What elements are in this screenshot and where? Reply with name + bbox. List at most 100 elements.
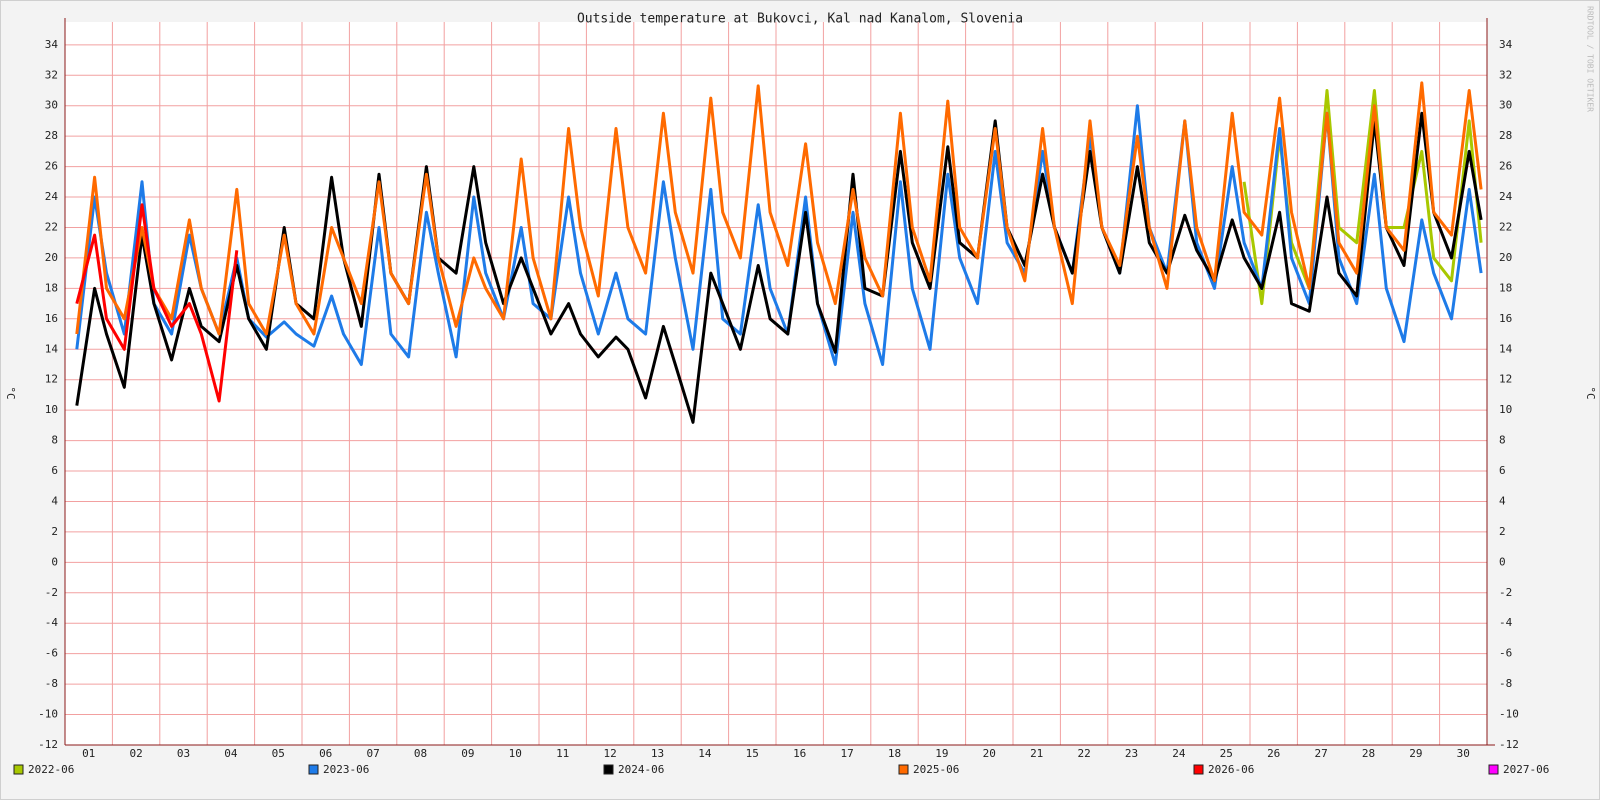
legend-swatch: [13, 764, 24, 775]
x-tick-label: 04: [224, 747, 238, 760]
x-tick-label: 10: [509, 747, 522, 760]
y-tick-label-right: 6: [1499, 464, 1506, 477]
x-tick-label: 28: [1362, 747, 1375, 760]
x-tick-label: 11: [556, 747, 569, 760]
x-tick-label: 17: [840, 747, 853, 760]
y-tick-label: 32: [45, 68, 58, 81]
y-tick-label: 10: [45, 403, 58, 416]
legend-label: 2025-06: [913, 763, 959, 776]
x-tick-label: 09: [461, 747, 474, 760]
x-tick-label: 12: [603, 747, 616, 760]
y-axis-label: °C: [4, 386, 17, 399]
y-tick-label: 12: [45, 373, 58, 386]
y-tick-label: 30: [45, 99, 58, 112]
x-tick-label: 02: [129, 747, 142, 760]
y-tick-label-right: 28: [1499, 129, 1512, 142]
watermark: RRDTOOL / TOBI OETIKER: [1586, 6, 1595, 112]
x-tick-label: 23: [1125, 747, 1138, 760]
legend-swatch: [1488, 764, 1499, 775]
y-tick-label-right: 34: [1499, 38, 1513, 51]
legend-swatch: [1193, 764, 1204, 775]
y-tick-label: 8: [51, 434, 58, 447]
y-tick-label-right: -6: [1499, 647, 1512, 660]
x-tick-label: 01: [82, 747, 95, 760]
series-line: [75, 81, 1483, 336]
y-tick-label-right: 18: [1499, 281, 1512, 294]
y-tick-label-right: 8: [1499, 434, 1506, 447]
y-tick-label-right: 0: [1499, 555, 1506, 568]
series-line: [75, 203, 239, 403]
series-line: [75, 104, 1483, 366]
legend-label: 2023-06: [323, 763, 369, 776]
x-tick-label: 25: [1220, 747, 1233, 760]
y-tick-label: -12: [38, 738, 58, 751]
x-tick-label: 06: [319, 747, 332, 760]
y-tick-label-right: 24: [1499, 190, 1513, 203]
chart-title: Outside temperature at Bukovci, Kal nad …: [577, 12, 1023, 27]
y-tick-label: 22: [45, 220, 58, 233]
y-tick-label: 6: [51, 464, 58, 477]
legend-swatch: [898, 764, 909, 775]
legend-label: 2022-06: [28, 763, 74, 776]
y-tick-label: 16: [45, 312, 58, 325]
y-tick-label: 18: [45, 281, 58, 294]
legend-swatch: [308, 764, 319, 775]
y-tick-label: -8: [45, 677, 58, 690]
x-tick-label: 22: [1077, 747, 1090, 760]
x-tick-label: 21: [1030, 747, 1043, 760]
y-tick-label-right: -10: [1499, 708, 1519, 721]
y-tick-label: 34: [45, 38, 59, 51]
y-tick-label-right: -12: [1499, 738, 1519, 751]
y-tick-label-right: -8: [1499, 677, 1512, 690]
y-tick-label-right: 10: [1499, 403, 1512, 416]
legend-swatch: [603, 764, 614, 775]
y-tick-label: 26: [45, 160, 58, 173]
y-tick-label: 4: [51, 494, 58, 507]
y-tick-label: 0: [51, 555, 58, 568]
x-tick-label: 20: [983, 747, 996, 760]
x-tick-label: 15: [746, 747, 759, 760]
y-tick-label: -2: [45, 586, 58, 599]
y-tick-label-right: 20: [1499, 251, 1512, 264]
x-tick-label: 30: [1457, 747, 1470, 760]
x-tick-label: 29: [1409, 747, 1422, 760]
x-tick-label: 18: [888, 747, 901, 760]
y-tick-label-right: 30: [1499, 99, 1512, 112]
y-tick-label-right: 32: [1499, 68, 1512, 81]
y-tick-label: -4: [45, 616, 59, 629]
x-tick-label: 16: [793, 747, 806, 760]
y-tick-label-right: 14: [1499, 342, 1513, 355]
y-tick-label-right: 22: [1499, 220, 1512, 233]
y-tick-label-right: 2: [1499, 525, 1506, 538]
x-tick-label: 03: [177, 747, 190, 760]
x-tick-label: 14: [698, 747, 712, 760]
legend-label: 2026-06: [1208, 763, 1254, 776]
x-tick-label: 24: [1172, 747, 1186, 760]
y-tick-label: 20: [45, 251, 58, 264]
y-tick-label: -6: [45, 647, 58, 660]
x-tick-label: 08: [414, 747, 427, 760]
x-tick-label: 05: [272, 747, 285, 760]
x-tick-label: 27: [1314, 747, 1327, 760]
y-tick-label-right: 16: [1499, 312, 1512, 325]
y-tick-label: -10: [38, 708, 58, 721]
y-axis-label-right: °C: [1584, 386, 1597, 399]
y-tick-label-right: 12: [1499, 373, 1512, 386]
legend-label: 2024-06: [618, 763, 664, 776]
x-tick-label: 07: [366, 747, 379, 760]
y-tick-label: 14: [45, 342, 59, 355]
y-tick-label-right: 4: [1499, 494, 1506, 507]
legend-label: 2027-06: [1503, 763, 1549, 776]
y-tick-label-right: 26: [1499, 160, 1512, 173]
y-tick-label: 24: [45, 190, 59, 203]
y-tick-label-right: -4: [1499, 616, 1513, 629]
x-tick-label: 13: [651, 747, 664, 760]
y-tick-label: 2: [51, 525, 58, 538]
y-tick-label-right: -2: [1499, 586, 1512, 599]
x-tick-label: 19: [935, 747, 948, 760]
series-line: [75, 111, 1483, 424]
y-tick-label: 28: [45, 129, 58, 142]
x-tick-label: 26: [1267, 747, 1280, 760]
